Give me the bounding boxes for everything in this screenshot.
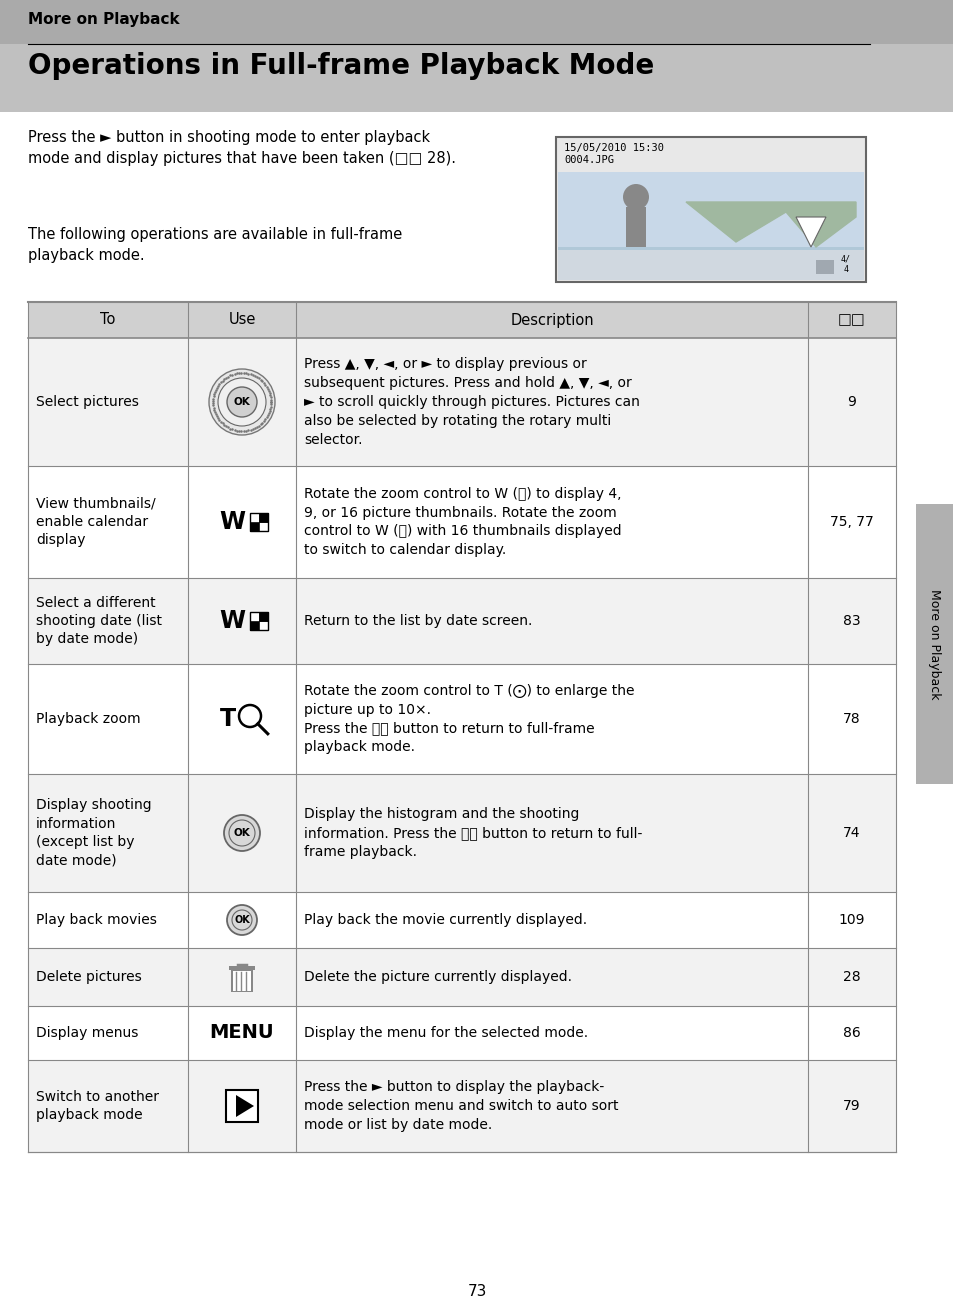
- Circle shape: [227, 388, 256, 417]
- Text: 109: 109: [838, 913, 864, 926]
- Bar: [250, 512, 258, 522]
- Text: Play back the movie currently displayed.: Play back the movie currently displayed.: [304, 913, 586, 926]
- Bar: [226, 1091, 257, 1122]
- Bar: [556, 137, 865, 283]
- Bar: [258, 512, 268, 522]
- Bar: [250, 512, 268, 531]
- Polygon shape: [685, 202, 855, 247]
- Text: To: To: [100, 313, 115, 327]
- Text: Rotate the zoom control to T (⨀) to enlarge the
picture up to 10×.
Press the ⓀⓀ : Rotate the zoom control to T (⨀) to enla…: [304, 683, 634, 754]
- Text: OK: OK: [233, 828, 250, 838]
- Bar: [250, 612, 268, 629]
- Bar: [258, 522, 268, 531]
- Bar: [558, 247, 863, 280]
- Bar: [231, 970, 253, 992]
- Text: More on Playback: More on Playback: [28, 12, 179, 28]
- Circle shape: [227, 905, 256, 936]
- Bar: [558, 172, 863, 247]
- Bar: [258, 622, 268, 629]
- Text: 9: 9: [846, 396, 856, 409]
- Text: OK: OK: [233, 915, 250, 925]
- Text: 79: 79: [842, 1099, 860, 1113]
- Text: Use: Use: [228, 313, 255, 327]
- Text: W: W: [219, 510, 245, 533]
- Text: OK: OK: [233, 397, 250, 407]
- Text: Press the ► button to display the playback-
mode selection menu and switch to au: Press the ► button to display the playba…: [304, 1080, 618, 1131]
- Text: More on Playback: More on Playback: [927, 589, 941, 699]
- Text: Press ▲, ▼, ◄, or ► to display previous or
subsequent pictures. Press and hold ▲: Press ▲, ▼, ◄, or ► to display previous …: [304, 357, 639, 447]
- Text: Select a different
shooting date (list
by date mode): Select a different shooting date (list b…: [36, 595, 162, 646]
- Bar: [28, 1060, 895, 1152]
- Bar: [815, 260, 833, 275]
- Text: Select pictures: Select pictures: [36, 396, 139, 409]
- Polygon shape: [795, 217, 825, 247]
- Bar: [233, 971, 251, 991]
- Text: 74: 74: [842, 827, 860, 840]
- Bar: [229, 966, 254, 970]
- Bar: [250, 622, 258, 629]
- Polygon shape: [235, 1095, 253, 1117]
- Circle shape: [622, 184, 648, 210]
- Text: 78: 78: [842, 712, 860, 727]
- Text: Display the menu for the selected mode.: Display the menu for the selected mode.: [304, 1026, 587, 1039]
- Bar: [250, 612, 258, 622]
- Bar: [28, 664, 895, 774]
- Text: 4/
4: 4/ 4: [841, 255, 850, 273]
- Bar: [28, 302, 895, 338]
- Text: 75, 77: 75, 77: [829, 515, 873, 530]
- Text: Press the ► button in shooting mode to enter playback
mode and display pictures : Press the ► button in shooting mode to e…: [28, 130, 456, 166]
- Bar: [625, 208, 645, 247]
- Text: Playback zoom: Playback zoom: [36, 712, 140, 727]
- Bar: [250, 522, 258, 531]
- Text: Return to the list by date screen.: Return to the list by date screen.: [304, 614, 532, 628]
- Text: W: W: [219, 608, 245, 633]
- Bar: [28, 578, 895, 664]
- Text: Display the histogram and the shooting
information. Press the ⓀⓀ button to retur: Display the histogram and the shooting i…: [304, 807, 641, 859]
- Circle shape: [218, 378, 266, 426]
- Bar: [0, 43, 953, 112]
- Text: MENU: MENU: [210, 1024, 274, 1042]
- Text: 15/05/2010 15:30
0004.JPG: 15/05/2010 15:30 0004.JPG: [563, 143, 663, 164]
- Text: Play back movies: Play back movies: [36, 913, 156, 926]
- Bar: [28, 947, 895, 1007]
- Text: T: T: [220, 707, 235, 731]
- Bar: [258, 612, 268, 622]
- Text: The following operations are available in full-frame
playback mode.: The following operations are available i…: [28, 227, 402, 263]
- Text: Rotate the zoom control to W (⌗) to display 4,
9, or 16 picture thumbnails. Rota: Rotate the zoom control to W (⌗) to disp…: [304, 486, 621, 557]
- Text: 73: 73: [467, 1285, 486, 1300]
- Text: Delete pictures: Delete pictures: [36, 970, 142, 984]
- Bar: [28, 892, 895, 947]
- Circle shape: [209, 369, 274, 435]
- Text: Display menus: Display menus: [36, 1026, 138, 1039]
- Text: Display shooting
information
(except list by
date mode): Display shooting information (except lis…: [36, 799, 152, 867]
- Bar: [28, 1007, 895, 1060]
- Bar: [28, 774, 895, 892]
- Text: Description: Description: [510, 313, 593, 327]
- Text: Delete the picture currently displayed.: Delete the picture currently displayed.: [304, 970, 572, 984]
- Bar: [558, 250, 863, 280]
- Circle shape: [224, 815, 260, 851]
- Bar: [0, 0, 953, 43]
- Text: 83: 83: [842, 614, 860, 628]
- Text: □□: □□: [838, 313, 865, 327]
- Text: 86: 86: [842, 1026, 860, 1039]
- Bar: [915, 505, 953, 784]
- Text: Operations in Full-frame Playback Mode: Operations in Full-frame Playback Mode: [28, 53, 654, 80]
- Bar: [28, 466, 895, 578]
- Bar: [28, 338, 895, 466]
- Text: Switch to another
playback mode: Switch to another playback mode: [36, 1089, 159, 1122]
- Text: 28: 28: [842, 970, 860, 984]
- Text: View thumbnails/
enable calendar
display: View thumbnails/ enable calendar display: [36, 497, 155, 548]
